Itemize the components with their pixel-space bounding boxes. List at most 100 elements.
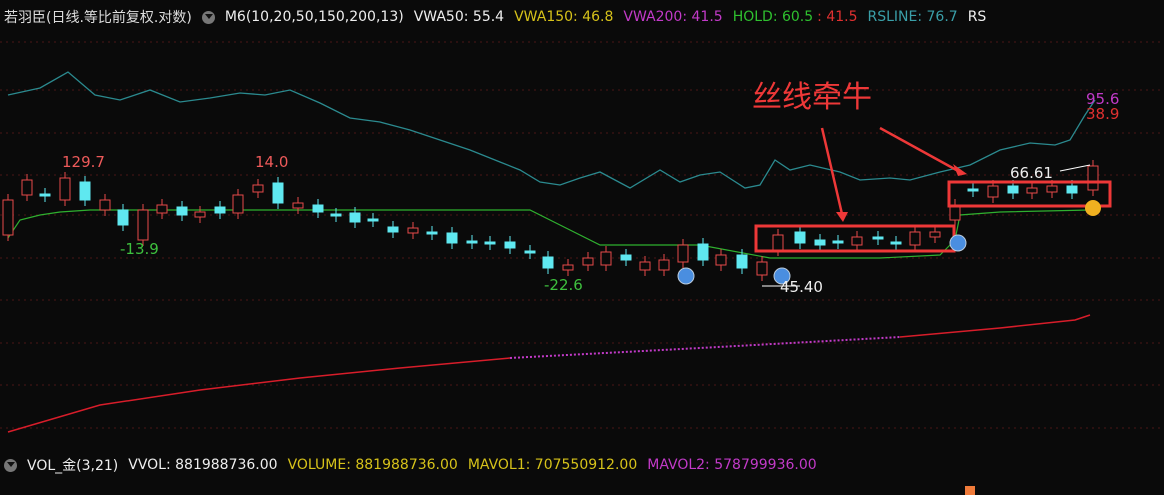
candle-body [484,241,496,245]
arrow-head [953,164,967,176]
hold: HOLD: 60.5 [732,9,814,25]
candle-body [252,184,264,193]
symbol: 若羽臣(日线.等比前复权.对数) [4,10,192,26]
candle-body [466,240,478,244]
signal-ball [949,234,967,252]
candle-body [214,206,226,214]
volume-bar [965,486,975,495]
rs-line [7,71,1096,189]
candle-body [1046,185,1058,193]
trough-label: -22.6 [544,276,583,294]
vwa200: VWA200: 41.5 [623,9,723,25]
candle-body [156,204,168,214]
candle-body [1087,165,1099,191]
price-label: 66.61 [1010,164,1053,182]
vol-indicator: VOL_金(3,21) [27,458,119,474]
candle-body [349,212,361,223]
vwa50: VWA50: 55.4 [413,9,505,25]
grid [0,41,1164,429]
peak-label: 129.7 [62,153,105,171]
candle-body [2,199,14,236]
candle-body [600,251,612,266]
candle-body [387,226,399,233]
candle-body [1066,185,1078,194]
menu-icon[interactable] [4,458,17,472]
candle-body [967,188,979,192]
signal-ball [677,267,695,285]
candle-body [117,209,129,226]
pointer [1059,164,1091,172]
candle-body [929,231,941,238]
candles [2,160,1099,281]
candle-body [620,254,632,261]
peak-label: 14.0 [255,153,288,171]
candle-body [814,239,826,246]
candle-body [39,193,51,197]
candle-body [367,218,379,222]
vvol: VVOL: 881988736.00 [128,457,278,473]
candle-body [658,259,670,271]
menu-icon[interactable] [201,10,215,24]
candle-body [137,209,149,241]
highlight-box [947,180,1112,208]
candle-body [407,227,419,234]
indicator: M6(10,20,50,150,200,13) [224,9,404,25]
candle-body [446,232,458,244]
signal-icon [1085,200,1101,216]
candle-body [582,257,594,266]
trough-label: -13.9 [120,240,159,258]
candle-body [639,261,651,271]
vwa150: VWA150: 46.8 [514,9,614,25]
candle-body [756,261,768,276]
candle-body [832,240,844,244]
arrow [820,127,844,215]
candle-body [562,264,574,271]
candle-body [524,250,536,254]
hold-low: : 41.5 [817,9,858,25]
hold-line [7,209,1091,259]
trend-line [899,314,1091,338]
candle-body [330,213,342,217]
candle-body [851,236,863,246]
candle-body [697,243,709,261]
candle-body [59,177,71,201]
rs-label: 95.6 [1086,90,1119,108]
candle-body [987,185,999,198]
rs-label: 38.9 [1086,105,1119,123]
rs: RS [967,9,987,25]
candle-body [677,244,689,263]
candle-body [272,182,284,204]
candle-body [715,254,727,266]
candle-body [772,234,784,251]
candle-body [21,179,33,196]
volume: VOLUME: 881988736.00 [287,457,458,473]
candle-body [426,231,438,235]
candle-body [312,204,324,213]
candle-body [232,194,244,214]
candle-body [504,241,516,249]
candle-body [736,254,748,269]
candle-body [890,241,902,245]
footer-bar: VOL_金(3,21) VVOL: 881988736.00 VOLUME: 8… [0,453,817,477]
mavol2: MAVOL2: 578799936.00 [647,457,817,473]
chart: 129.7 14.0 -13.9 -22.6 45.40 66.61 95.6 … [0,41,1164,433]
candle-body [292,202,304,209]
arrow [879,126,961,174]
candle-body [99,199,111,211]
trend-line-dotted [509,336,901,359]
trend-line [7,357,511,433]
rsline: RSLINE: 76.7 [867,9,958,25]
candle-body [1007,185,1019,194]
signal-ball [773,267,791,285]
arrow-head [836,212,848,222]
price-label: 45.40 [780,278,823,296]
candle-body [872,236,884,240]
candle-body [1026,187,1038,194]
candle-body [79,181,91,201]
header-bar: 若羽臣(日线.等比前复权.对数) M6(10,20,50,150,200,13)… [0,5,986,29]
candle-body [176,206,188,216]
candle-body [909,231,921,246]
candle-body [542,256,554,269]
candle-body [194,211,206,218]
